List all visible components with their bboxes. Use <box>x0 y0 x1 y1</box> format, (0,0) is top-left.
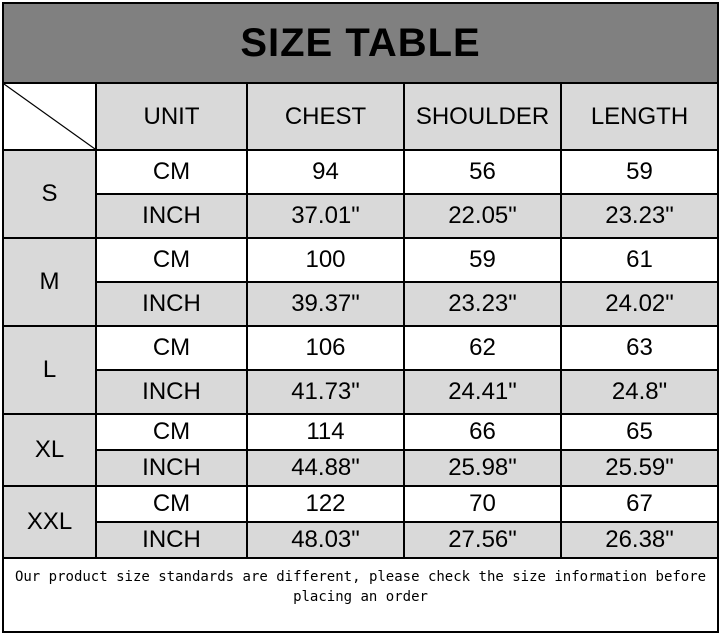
table-row-l-inch: INCH 41.73" 24.41" 24.8" <box>3 369 719 415</box>
shoulder-cell: 24.41" <box>403 369 562 415</box>
header-chest: CHEST <box>246 82 405 151</box>
shoulder-cell: 70 <box>403 485 562 523</box>
shoulder-cell: 25.98" <box>403 449 562 487</box>
size-label: M <box>2 237 97 327</box>
table-row-m-inch: INCH 39.37" 23.23" 24.02" <box>3 281 719 327</box>
chest-cell: 122 <box>246 485 405 523</box>
shoulder-cell: 27.56" <box>403 521 562 559</box>
unit-cell: CM <box>95 413 248 451</box>
length-cell: 26.38" <box>559 521 719 559</box>
unit-cell: INCH <box>95 193 248 239</box>
chest-cell: 48.03" <box>246 521 405 559</box>
shoulder-cell: 23.23" <box>403 281 562 327</box>
chest-cell: 39.37" <box>246 281 405 327</box>
chest-cell: 106 <box>246 325 405 371</box>
footer-note: Our product size standards are different… <box>1 557 719 633</box>
chest-cell: 44.88" <box>246 449 405 487</box>
length-cell: 63 <box>559 325 719 371</box>
size-label: XXL <box>2 485 97 559</box>
header-length: LENGTH <box>559 82 719 151</box>
table-row-s-cm: S CM 94 56 59 <box>2 149 719 239</box>
unit-cell: CM <box>95 237 248 283</box>
size-label: S <box>2 149 97 239</box>
length-cell: 67 <box>559 485 719 523</box>
length-cell: 23.23" <box>559 193 719 239</box>
unit-cell: CM <box>95 149 248 195</box>
corner-cell <box>2 82 97 151</box>
header-shoulder: SHOULDER <box>403 82 562 151</box>
table-row-m-cm: M CM 100 59 61 <box>2 237 719 327</box>
shoulder-cell: 66 <box>403 413 562 451</box>
table-row-xl-cm: XL CM 114 66 65 <box>2 413 719 487</box>
header-unit: UNIT <box>95 82 248 151</box>
length-cell: 65 <box>559 413 719 451</box>
chest-cell: 114 <box>246 413 405 451</box>
chest-cell: 37.01" <box>246 193 405 239</box>
shoulder-cell: 56 <box>403 149 562 195</box>
unit-cell: CM <box>95 325 248 371</box>
unit-cell: CM <box>95 485 248 523</box>
table-row-xxl-cm: XXL CM 122 70 67 <box>2 485 719 559</box>
table-row-xl-inch: INCH 44.88" 25.98" 25.59" <box>3 449 719 487</box>
shoulder-cell: 59 <box>403 237 562 283</box>
size-label: XL <box>2 413 97 487</box>
shoulder-cell: 62 <box>403 325 562 371</box>
table-row-xxl-inch: INCH 48.03" 27.56" 26.38" <box>3 521 719 559</box>
table-row-l-cm: L CM 106 62 63 <box>2 325 719 415</box>
table-row-s-inch: INCH 37.01" 22.05" 23.23" <box>3 193 719 239</box>
unit-cell: INCH <box>95 281 248 327</box>
unit-cell: INCH <box>95 369 248 415</box>
chest-cell: 41.73" <box>246 369 405 415</box>
table-title: SIZE TABLE <box>1 2 719 84</box>
length-cell: 61 <box>559 237 719 283</box>
unit-cell: INCH <box>95 449 248 487</box>
length-cell: 59 <box>559 149 719 195</box>
size-label: L <box>2 325 97 415</box>
shoulder-cell: 22.05" <box>403 193 562 239</box>
length-cell: 24.02" <box>559 281 719 327</box>
unit-cell: INCH <box>95 521 248 559</box>
length-cell: 25.59" <box>559 449 719 487</box>
length-cell: 24.8" <box>559 369 719 415</box>
chest-cell: 100 <box>246 237 405 283</box>
chest-cell: 94 <box>246 149 405 195</box>
